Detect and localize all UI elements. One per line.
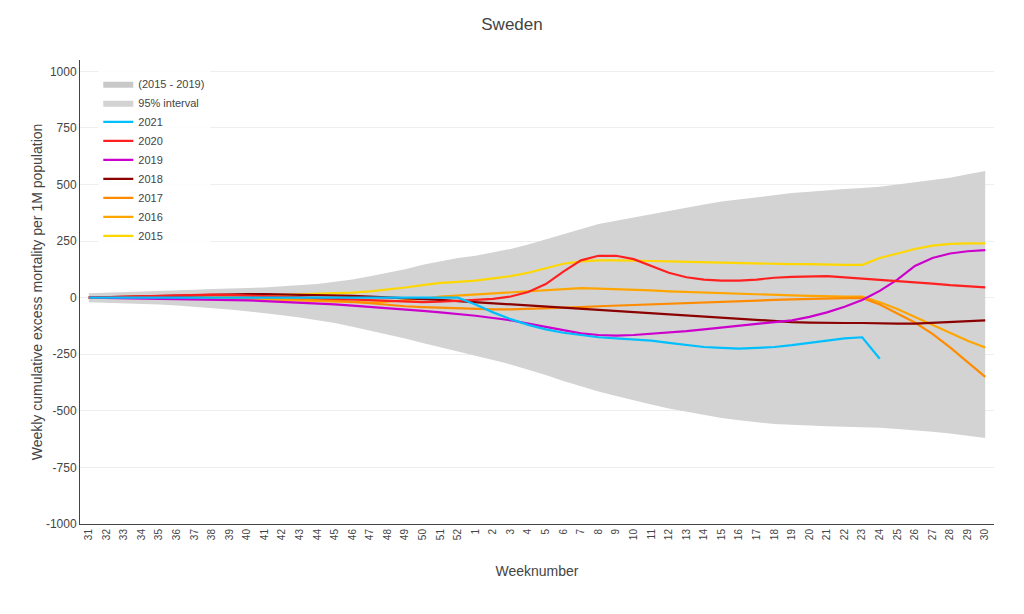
svg-text:2: 2 bbox=[487, 529, 498, 535]
svg-text:34: 34 bbox=[136, 529, 147, 541]
svg-text:41: 41 bbox=[259, 529, 270, 541]
svg-text:36: 36 bbox=[171, 529, 182, 541]
svg-text:12: 12 bbox=[663, 529, 674, 541]
svg-text:49: 49 bbox=[399, 529, 410, 541]
svg-text:750: 750 bbox=[57, 121, 77, 135]
svg-text:19: 19 bbox=[786, 529, 797, 541]
svg-text:44: 44 bbox=[312, 529, 323, 541]
svg-text:13: 13 bbox=[681, 529, 692, 541]
svg-text:18: 18 bbox=[769, 529, 780, 541]
svg-text:2018: 2018 bbox=[138, 173, 162, 185]
svg-text:4: 4 bbox=[522, 529, 533, 535]
svg-text:23: 23 bbox=[856, 529, 867, 541]
svg-text:5: 5 bbox=[540, 529, 551, 535]
svg-text:10: 10 bbox=[628, 529, 639, 541]
svg-text:47: 47 bbox=[364, 529, 375, 541]
svg-text:2020: 2020 bbox=[138, 135, 162, 147]
svg-text:95% interval: 95% interval bbox=[138, 97, 199, 109]
svg-text:46: 46 bbox=[347, 529, 358, 541]
svg-text:45: 45 bbox=[329, 529, 340, 541]
svg-text:7: 7 bbox=[575, 529, 586, 535]
svg-text:2019: 2019 bbox=[138, 154, 162, 166]
svg-text:15: 15 bbox=[716, 529, 727, 541]
svg-text:0: 0 bbox=[70, 291, 77, 305]
svg-text:-1000: -1000 bbox=[46, 517, 77, 531]
svg-text:25: 25 bbox=[892, 529, 903, 541]
svg-text:2015: 2015 bbox=[138, 230, 162, 242]
svg-text:1000: 1000 bbox=[50, 65, 77, 79]
svg-text:31: 31 bbox=[83, 529, 94, 541]
svg-text:500: 500 bbox=[57, 178, 77, 192]
svg-text:29: 29 bbox=[962, 529, 973, 541]
svg-text:20: 20 bbox=[804, 529, 815, 541]
svg-text:-250: -250 bbox=[53, 347, 77, 361]
svg-text:9: 9 bbox=[610, 529, 621, 535]
svg-text:42: 42 bbox=[276, 529, 287, 541]
svg-text:250: 250 bbox=[57, 234, 77, 248]
svg-text:(2015 - 2019): (2015 - 2019) bbox=[138, 78, 204, 90]
svg-text:2016: 2016 bbox=[138, 211, 162, 223]
svg-text:28: 28 bbox=[944, 529, 955, 541]
svg-text:40: 40 bbox=[241, 529, 252, 541]
svg-text:11: 11 bbox=[646, 529, 657, 540]
svg-text:52: 52 bbox=[452, 529, 463, 541]
svg-text:8: 8 bbox=[593, 529, 604, 535]
svg-text:1: 1 bbox=[470, 529, 481, 535]
svg-text:17: 17 bbox=[751, 529, 762, 541]
svg-text:43: 43 bbox=[294, 529, 305, 541]
svg-text:Sweden: Sweden bbox=[481, 15, 542, 34]
svg-text:32: 32 bbox=[101, 529, 112, 541]
svg-text:27: 27 bbox=[927, 529, 938, 541]
svg-text:37: 37 bbox=[189, 529, 200, 541]
svg-text:33: 33 bbox=[118, 529, 129, 541]
svg-text:51: 51 bbox=[435, 529, 446, 541]
svg-text:2017: 2017 bbox=[138, 192, 162, 204]
svg-text:Weeknumber: Weeknumber bbox=[495, 563, 578, 579]
svg-text:6: 6 bbox=[558, 529, 569, 535]
svg-text:16: 16 bbox=[733, 529, 744, 541]
svg-text:30: 30 bbox=[979, 529, 990, 541]
svg-text:2021: 2021 bbox=[138, 116, 162, 128]
svg-text:-750: -750 bbox=[53, 461, 77, 475]
svg-text:38: 38 bbox=[206, 529, 217, 541]
svg-text:48: 48 bbox=[382, 529, 393, 541]
svg-text:3: 3 bbox=[505, 529, 516, 535]
svg-text:14: 14 bbox=[698, 529, 709, 541]
svg-text:26: 26 bbox=[909, 529, 920, 541]
svg-text:Weekly cumulative excess morta: Weekly cumulative excess mortality per 1… bbox=[29, 124, 45, 461]
svg-text:21: 21 bbox=[821, 529, 832, 541]
svg-text:-500: -500 bbox=[53, 404, 77, 418]
svg-text:39: 39 bbox=[224, 529, 235, 541]
svg-text:22: 22 bbox=[839, 529, 850, 541]
svg-text:50: 50 bbox=[417, 529, 428, 541]
svg-text:24: 24 bbox=[874, 529, 885, 541]
svg-text:35: 35 bbox=[153, 529, 164, 541]
